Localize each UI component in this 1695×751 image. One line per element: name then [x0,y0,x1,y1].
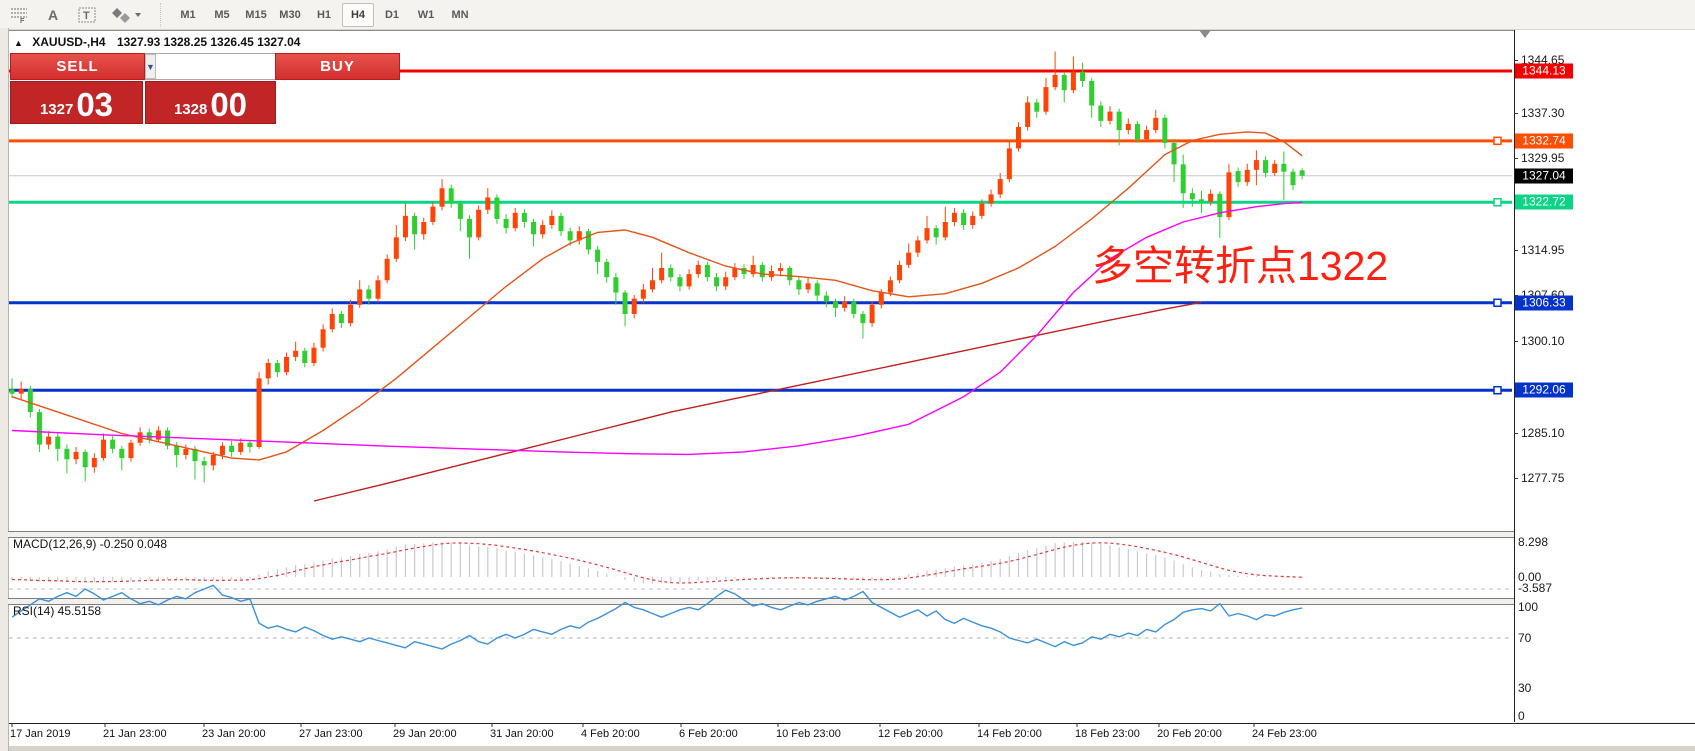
indicator-axis-label: 8.298 [1518,535,1549,549]
date-label: 18 Feb 23:00 [1075,728,1140,740]
date-label: 14 Feb 20:00 [977,728,1042,740]
svg-text:F: F [20,18,25,24]
price-axis-label: 1285.10 [1521,426,1565,440]
date-label: 4 Feb 20:00 [581,728,640,740]
date-label: 12 Feb 20:00 [878,728,943,740]
price-tick [1514,433,1518,434]
sell-price-big: 03 [76,86,114,124]
one-click-trading-panel: SELL ▼ ▲ BUY 1327 03 1328 00 [10,53,400,124]
price-tick [1514,341,1518,342]
price-tick [1514,478,1518,479]
shapes-icon[interactable] [106,3,146,27]
date-label: 24 Feb 23:00 [1252,728,1317,740]
price-badge: 1344.13 [1515,63,1573,79]
timeframe-button-h1[interactable]: H1 [316,8,332,21]
date-label: 6 Feb 20:00 [679,728,738,740]
price-axis-label: 1277.75 [1521,471,1565,485]
svg-text:T: T [83,10,90,22]
price-badge: 1332.74 [1515,133,1573,149]
date-label: 20 Feb 20:00 [1157,728,1222,740]
indicator-axis-label: -3.587 [1518,581,1553,595]
date-label: 23 Jan 20:00 [202,728,266,740]
timeframe-button-mn[interactable]: MN [451,8,469,21]
ohlc-quotes: 1327.93 1328.25 1326.45 1327.04 [116,35,301,49]
rsi-panel-splitter[interactable] [8,598,1514,605]
price-badge: 1306.33 [1515,295,1573,311]
sell-price-display[interactable]: 1327 03 [10,81,143,124]
timeframe-button-h4[interactable]: H4 [342,2,374,27]
timeframe-button-m1[interactable]: M1 [180,8,196,21]
timeframe-button-m5[interactable]: M5 [214,8,230,21]
chart-background[interactable] [8,30,1515,723]
volume-stepper: ▼ ▲ [145,53,356,80]
collapse-icon[interactable]: ▲ [14,38,23,48]
timeframe-button-m30[interactable]: M30 [279,8,301,21]
date-label: 31 Jan 20:00 [490,728,554,740]
price-tick [1514,113,1518,114]
time-axis[interactable] [8,723,1695,747]
price-badge: 1322.72 [1515,194,1573,210]
text-label-icon[interactable]: A [47,6,59,23]
macd-label: MACD(12,26,9) -0.250 0.048 [13,537,168,551]
price-axis-label: 1329.95 [1521,151,1565,165]
chart-header: ▲ XAUUSD-,H4 1327.93 1328.25 1326.45 132… [14,35,300,49]
rsi-label: RSI(14) 45.5158 [13,604,102,618]
symbol-label: XAUUSD-,H4 [32,35,106,49]
chart-shift-marker-icon[interactable] [1199,30,1211,38]
sell-price-small: 1327 [39,101,74,118]
toolbar: F A T M1 M5 M15 M30 H1 H4 D1 W1 MN [0,0,1695,30]
fibonacci-lines-icon[interactable]: F [4,3,34,27]
buy-price-big: 00 [210,86,248,124]
buy-price-small: 1328 [173,101,208,118]
price-axis-label: 1337.30 [1521,106,1565,120]
price-axis-label: 1314.95 [1521,243,1565,257]
chart-text-annotation[interactable]: 多空转折点1322 [1092,243,1389,289]
price-badge: 1292.06 [1515,382,1573,398]
date-label: 27 Jan 23:00 [299,728,363,740]
price-axis-label: 1300.10 [1521,334,1565,348]
indicator-axis-label: 100 [1518,600,1539,614]
price-tick [1514,60,1518,61]
date-label: 21 Jan 23:00 [103,728,167,740]
timeframe-button-w1[interactable]: W1 [417,8,435,21]
window-bottom-edge [0,746,1695,751]
indicator-axis-label: 30 [1518,681,1532,695]
timeframe-button-m15[interactable]: M15 [245,8,267,21]
buy-button[interactable]: BUY [275,53,400,80]
macd-panel-splitter[interactable] [8,531,1514,538]
indicator-axis-label: 70 [1518,631,1532,645]
buy-price-display[interactable]: 1328 00 [145,81,276,124]
date-label: 29 Jan 20:00 [393,728,457,740]
indicator-axis-label: 0 [1518,709,1525,723]
timeframe-group: M1 M5 M15 M30 H1 H4 D1 W1 MN [160,2,477,27]
date-label: 17 Jan 2019 [10,728,71,740]
date-label: 10 Feb 23:00 [776,728,841,740]
price-tick [1514,250,1518,251]
text-box-icon[interactable]: T [72,3,102,27]
sell-button[interactable]: SELL [10,53,145,80]
timeframe-button-d1[interactable]: D1 [384,8,400,21]
volume-down-icon[interactable]: ▼ [145,54,156,79]
price-tick [1514,158,1518,159]
price-badge: 1327.04 [1515,168,1573,184]
window-left-edge [0,28,9,751]
indicator-axis-label: 0.00 [1518,570,1542,584]
